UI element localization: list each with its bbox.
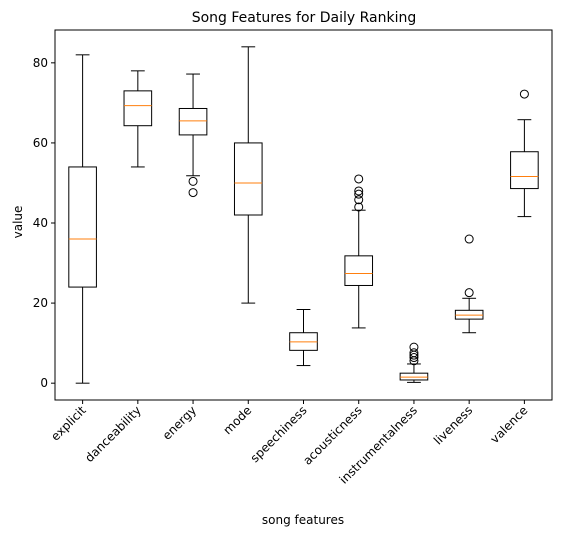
outlier-point — [354, 186, 364, 196]
box — [178, 107, 208, 136]
outlier-point — [188, 176, 198, 186]
outlier-point — [519, 89, 529, 99]
box — [233, 142, 263, 216]
chart-title: Song Features for Daily Ranking — [192, 10, 417, 26]
outlier-point — [409, 348, 419, 358]
outlier-point — [188, 188, 198, 198]
plot-frame — [54, 29, 553, 401]
x-tick-label: speechiness — [248, 403, 310, 465]
outlier-point — [354, 189, 364, 199]
outlier-point — [464, 234, 474, 244]
y-tick-label: 20 — [33, 296, 48, 310]
x-tick-label: danceability — [82, 403, 144, 465]
x-tick-label: valence — [488, 403, 531, 446]
y-tick-label: 0 — [40, 376, 48, 390]
box — [344, 255, 374, 286]
y-axis-label: value — [11, 206, 25, 239]
outlier-point — [409, 342, 419, 352]
x-tick-label: energy — [160, 403, 199, 442]
box — [68, 166, 97, 288]
outlier-point — [464, 288, 474, 298]
y-tick-label: 60 — [33, 136, 48, 150]
y-tick-label: 80 — [33, 56, 48, 70]
x-axis-label: song features — [262, 513, 344, 527]
box — [510, 151, 539, 190]
outlier-point — [409, 353, 419, 363]
outlier-point — [354, 174, 364, 184]
x-tick-label: liveness — [431, 403, 475, 447]
x-tick-label: mode — [220, 403, 254, 437]
box — [123, 90, 153, 127]
outlier-point — [354, 202, 364, 212]
box — [399, 372, 429, 381]
x-tick-label: explicit — [48, 403, 89, 444]
outlier-point — [354, 195, 364, 205]
y-tick-label: 40 — [33, 216, 48, 230]
